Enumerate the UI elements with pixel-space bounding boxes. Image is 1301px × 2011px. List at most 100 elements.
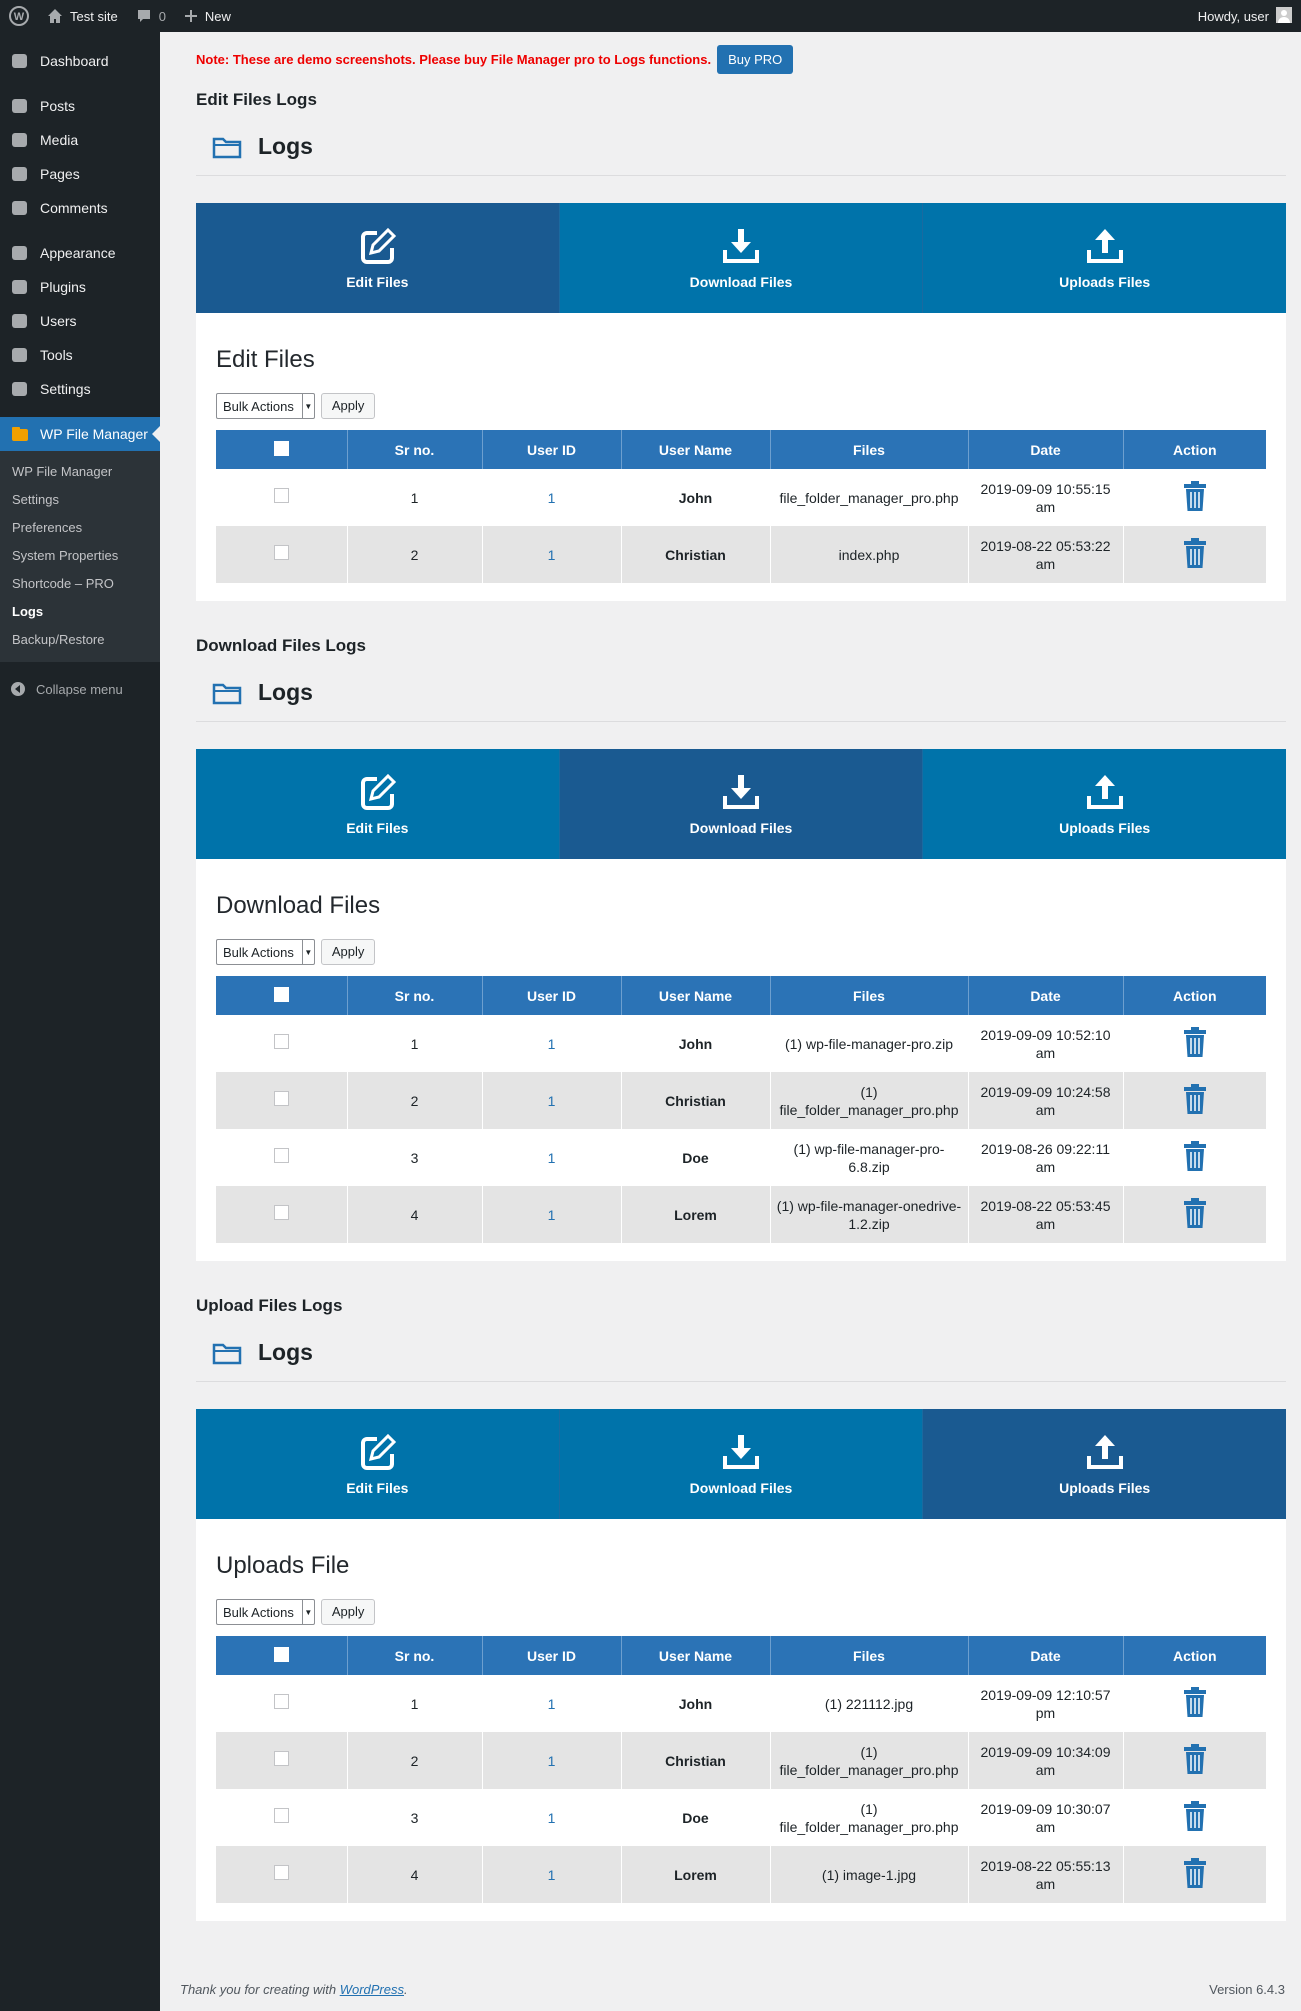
tab[interactable]: Edit Files <box>196 203 559 313</box>
collapse-label: Collapse menu <box>36 681 123 697</box>
menu-item-active[interactable]: WP File Manager <box>0 417 160 451</box>
user-id[interactable]: 1 <box>482 1072 622 1129</box>
submenu-item[interactable]: System Properties <box>12 548 119 563</box>
file-name: (1) wp-file-manager-pro-6.8.zip <box>770 1129 969 1186</box>
delete-action[interactable] <box>1123 469 1267 526</box>
tab[interactable]: Uploads Files <box>922 203 1287 313</box>
user-id[interactable]: 1 <box>482 1846 622 1903</box>
checkbox[interactable] <box>273 1808 289 1823</box>
site-link[interactable]: Test site <box>38 0 127 32</box>
delete-action[interactable] <box>1123 1675 1267 1732</box>
bulk-select[interactable]: Bulk Actions ▼ <box>216 393 315 419</box>
delete-action[interactable] <box>1123 1129 1267 1186</box>
tab[interactable]: Edit Files <box>196 1409 559 1519</box>
submenu-item[interactable]: Logs <box>12 604 44 619</box>
user-id[interactable]: 1 <box>482 1789 622 1846</box>
user-id[interactable]: 1 <box>482 469 622 526</box>
checkbox[interactable] <box>273 440 289 456</box>
user-id[interactable]: 1 <box>482 1732 622 1789</box>
checkbox[interactable] <box>273 1148 289 1163</box>
checkbox[interactable] <box>273 1865 289 1880</box>
icon <box>1183 1800 1206 1831</box>
user-id[interactable]: 1 <box>482 1129 622 1186</box>
apply-button[interactable]: Apply <box>320 393 376 419</box>
tab[interactable]: Uploads Files <box>922 749 1287 859</box>
checkbox[interactable] <box>273 1646 289 1662</box>
menu-item[interactable]: Appearance <box>0 236 160 270</box>
user-name: John <box>621 1015 771 1072</box>
menu-item[interactable]: Media <box>0 123 160 157</box>
buy-pro-button[interactable]: Buy PRO <box>717 44 794 74</box>
tab[interactable]: Edit Files <box>196 749 559 859</box>
user-id[interactable]: 1 <box>482 526 622 583</box>
apply-button[interactable]: Apply <box>320 939 376 965</box>
column-header: Date <box>968 976 1124 1015</box>
icon-shape <box>12 280 27 294</box>
user-id[interactable]: 1 <box>482 1015 622 1072</box>
icon-shape <box>1183 1746 1206 1751</box>
menu-label: Appearance <box>40 245 116 261</box>
checkbox[interactable] <box>273 1091 289 1106</box>
apply-button[interactable]: Apply <box>320 1599 376 1625</box>
checkbox[interactable] <box>273 1034 289 1049</box>
checkbox[interactable] <box>273 986 289 1002</box>
logs-table: Sr no. User ID User Name Files Date Action 1 1 J… <box>216 976 1267 1243</box>
sr-no: 2 <box>347 1732 483 1789</box>
menu-item[interactable]: Pages <box>0 157 160 191</box>
delete-action[interactable] <box>1123 1015 1267 1072</box>
checkbox[interactable] <box>273 545 289 560</box>
submenu-item[interactable]: WP File Manager <box>12 464 113 479</box>
menu-item[interactable]: Posts <box>0 89 160 123</box>
delete-action[interactable] <box>1123 526 1267 583</box>
menu-label: Plugins <box>40 279 86 295</box>
dropdown-arrow: ▼ <box>301 940 314 964</box>
submenu-item[interactable]: Settings <box>12 492 59 507</box>
delete-action[interactable] <box>1123 1072 1267 1129</box>
icon-shape <box>1190 1197 1199 1202</box>
menu-item[interactable]: Tools <box>0 338 160 372</box>
menu-item[interactable]: Settings <box>0 372 160 406</box>
user-name: Lorem <box>621 1846 771 1903</box>
column-header: User ID <box>482 1636 622 1675</box>
wordpress-link[interactable]: WordPress <box>339 1982 404 1997</box>
row: 1 1 John (1) wp-file-manager-pro.zip 2019-09… <box>216 1015 1267 1072</box>
tab[interactable]: Uploads Files <box>922 1409 1287 1519</box>
submenu-item[interactable]: Shortcode – PRO <box>12 576 114 591</box>
delete-action[interactable] <box>1123 1732 1267 1789</box>
tab-label: Download Files <box>689 1480 793 1496</box>
checkbox[interactable] <box>273 488 289 503</box>
icon-shape <box>1183 1860 1206 1865</box>
user-name: Lorem <box>621 1186 771 1243</box>
icon-shape <box>12 99 27 113</box>
checkbox[interactable] <box>273 1751 289 1766</box>
submenu-item[interactable]: Backup/Restore <box>12 632 105 647</box>
collapse-menu[interactable]: Collapse menu <box>0 672 160 706</box>
tab[interactable]: Download Files <box>558 1409 923 1519</box>
checkbox[interactable] <box>273 1694 289 1709</box>
menu-item[interactable]: Comments <box>0 191 160 225</box>
checkbox[interactable] <box>273 1205 289 1220</box>
delete-action[interactable] <box>1123 1846 1267 1903</box>
menu-item[interactable]: Plugins <box>0 270 160 304</box>
wp-logo[interactable]: W <box>0 0 38 32</box>
content: Note: These are demo screenshots. Please… <box>160 32 1301 1921</box>
icon-shape <box>12 133 27 147</box>
user-id[interactable]: 1 <box>482 1186 622 1243</box>
bulk-select[interactable]: Bulk Actions ▼ <box>216 1599 315 1625</box>
account[interactable]: Howdy, user <box>1189 0 1301 32</box>
delete-action[interactable] <box>1123 1186 1267 1243</box>
menu-item[interactable]: Users <box>0 304 160 338</box>
submenu-item[interactable]: Preferences <box>12 520 83 535</box>
row-select <box>216 1846 348 1903</box>
delete-action[interactable] <box>1123 1789 1267 1846</box>
column-header: Action <box>1123 1636 1266 1675</box>
new-link[interactable]: New <box>175 0 240 32</box>
tab[interactable]: Download Files <box>558 203 923 313</box>
icon <box>723 229 759 263</box>
menu-item[interactable]: Dashboard <box>0 44 160 78</box>
bulk-select[interactable]: Bulk Actions ▼ <box>216 939 315 965</box>
user-id[interactable]: 1 <box>482 1675 622 1732</box>
tab[interactable]: Download Files <box>558 749 923 859</box>
comments-link[interactable]: 0 <box>127 0 175 32</box>
icon-shape <box>12 382 27 396</box>
